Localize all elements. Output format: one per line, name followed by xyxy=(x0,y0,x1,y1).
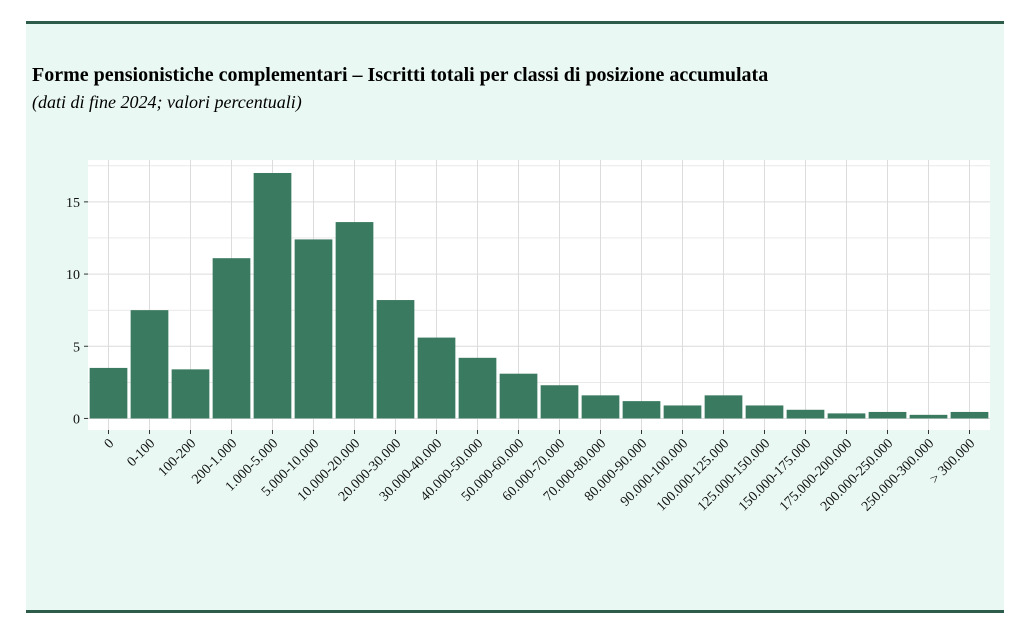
x-tick-label: 100.000-125.000 xyxy=(654,436,732,514)
bar-6 xyxy=(294,239,333,419)
x-tick-label: 0-100 xyxy=(125,436,159,470)
bar-18 xyxy=(786,409,825,419)
x-tick-label: 200.000-250.000 xyxy=(818,436,896,514)
x-tick-label: 175.000-200.000 xyxy=(777,436,855,514)
x-tick-label: 150.000-175.000 xyxy=(736,436,814,514)
bar-19 xyxy=(827,413,866,419)
bar-1 xyxy=(89,367,128,419)
bar-3 xyxy=(171,369,210,419)
x-tick-label: > 300.000 xyxy=(927,436,978,487)
bar-5 xyxy=(253,172,292,419)
bars xyxy=(89,172,989,419)
bar-15 xyxy=(663,405,702,419)
bar-14 xyxy=(622,401,661,419)
bar-17 xyxy=(745,405,784,419)
y-tick-label: 10 xyxy=(66,268,80,283)
y-tick-label: 15 xyxy=(66,196,80,211)
x-tick-label: 0 xyxy=(102,436,118,452)
y-tick-label: 0 xyxy=(73,412,80,427)
bar-7 xyxy=(335,222,374,419)
bar-21 xyxy=(909,414,948,419)
bar-20 xyxy=(868,411,907,419)
chart-title: Forme pensionistiche complementari – Isc… xyxy=(32,64,769,86)
x-axis: 0 0-100100-200200-1.0001.000-5.0005.000-1… xyxy=(102,430,978,514)
x-tick-label: 250.000-300.000 xyxy=(859,436,937,514)
bar-10 xyxy=(458,357,497,419)
bar-22 xyxy=(950,411,989,419)
bar-9 xyxy=(417,337,456,419)
bar-13 xyxy=(581,395,620,419)
x-tick-label: 125.000-150.000 xyxy=(695,436,773,514)
bar-12 xyxy=(540,385,579,419)
bar-16 xyxy=(704,395,743,419)
bar-4 xyxy=(212,258,251,419)
chart-subtitle: (dati di fine 2024; valori percentuali) xyxy=(32,92,302,112)
y-axis: 0 5 10 15 xyxy=(66,196,88,427)
bar-11 xyxy=(499,373,538,419)
y-tick-label: 5 xyxy=(73,340,80,355)
bar-8 xyxy=(376,300,415,419)
bar-2 xyxy=(130,310,169,419)
